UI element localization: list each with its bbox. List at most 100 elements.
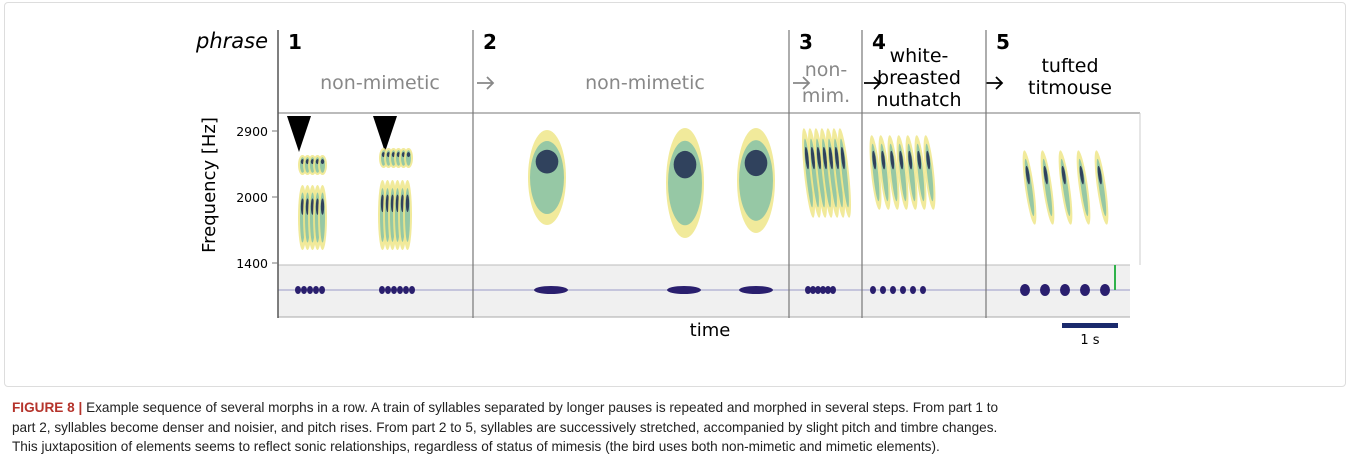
- waveform-pulse: [295, 286, 301, 294]
- syllable-core: [744, 149, 768, 177]
- waveform-pulse: [920, 286, 926, 294]
- y-axis-label: Frequency [Hz]: [199, 117, 220, 253]
- waveform-pulse: [810, 286, 816, 294]
- syllable-core: [822, 146, 827, 170]
- waveform-pulse: [397, 286, 403, 294]
- phrase-number: 1: [288, 30, 302, 54]
- y-tick-label: 2900: [236, 124, 268, 139]
- phrase-label: nuthatch: [876, 89, 961, 111]
- syllable-core: [1025, 165, 1030, 185]
- phrase-label: breasted: [877, 67, 961, 89]
- syllable: [808, 128, 821, 218]
- marker: [373, 116, 397, 152]
- caption: FIGURE 8 | Example sequence of several m…: [12, 398, 1347, 457]
- syllable: [404, 148, 413, 168]
- syllable: [923, 135, 936, 210]
- syllable: [1058, 150, 1073, 225]
- phrase-label: non-: [805, 59, 848, 81]
- syllable-core: [908, 150, 913, 170]
- caption-label: FIGURE 8 |: [12, 400, 83, 415]
- waveform-pulse: [739, 286, 773, 294]
- marker: [287, 116, 311, 152]
- caption-line: FIGURE 8 | Example sequence of several m…: [12, 398, 1347, 418]
- waveform-pulse: [1020, 284, 1030, 296]
- syllable: [826, 128, 839, 218]
- syllable-core: [406, 152, 411, 158]
- syllable: [1022, 150, 1037, 225]
- phrase-label: tufted: [1041, 55, 1098, 77]
- waveform-pulse: [307, 286, 313, 294]
- syllable: [814, 128, 827, 218]
- syllable: [905, 135, 918, 210]
- y-tick-label: 2000: [236, 190, 268, 205]
- syllable-core: [816, 146, 821, 170]
- syllable: [737, 128, 775, 233]
- arrow: [986, 76, 1004, 90]
- syllable-core: [1079, 165, 1084, 185]
- arrow: [477, 76, 495, 90]
- syllable: [528, 130, 566, 225]
- figure-frame: [4, 2, 1346, 387]
- caption-text: This juxtaposition of elements seems to …: [12, 439, 940, 454]
- syllable-core: [320, 198, 325, 215]
- waveform-pulse: [667, 286, 701, 294]
- waveform-pulse: [409, 286, 415, 294]
- waveform-pulse: [379, 286, 385, 294]
- waveform-pulse: [403, 286, 409, 294]
- waveform-pulse: [890, 286, 896, 294]
- syllable-core: [1043, 165, 1048, 185]
- syllable: [1040, 150, 1055, 225]
- arrow: [864, 76, 882, 90]
- waveform-pulse: [385, 286, 391, 294]
- syllable: [666, 128, 704, 238]
- syllable: [820, 128, 833, 218]
- waveform-pulse: [1100, 284, 1110, 296]
- syllable: [832, 128, 845, 218]
- waveform-pulse: [825, 286, 831, 294]
- syllable: [1076, 150, 1091, 225]
- phrase-label: non-mimetic: [320, 72, 440, 94]
- figure: phrase Frequency [Hz] time 1 s 1 non-mime…: [195, 29, 1141, 348]
- syllable-core: [1097, 165, 1102, 185]
- syllable: [1094, 150, 1109, 225]
- syllable-core: [890, 150, 895, 170]
- waveform-pulse: [805, 286, 811, 294]
- waveform-pulse: [910, 286, 916, 294]
- row-label: phrase: [195, 29, 268, 53]
- syllable: [802, 128, 815, 218]
- syllable-core: [1061, 165, 1066, 185]
- syllable-core: [834, 146, 839, 170]
- syllable-core: [320, 159, 325, 165]
- syllable-core: [917, 150, 922, 170]
- syllable: [318, 155, 327, 175]
- caption-line: This juxtaposition of elements seems to …: [12, 437, 1347, 457]
- syllable: [869, 135, 882, 210]
- syllable-core: [840, 146, 845, 170]
- syllable-core: [881, 150, 886, 170]
- caption-line: part 2, syllables become denser and nois…: [12, 418, 1347, 438]
- waveform-pulse: [391, 286, 397, 294]
- syllable: [878, 135, 891, 210]
- phrase-label: white-: [890, 45, 949, 67]
- syllable-core: [926, 150, 931, 170]
- phrase-number: 4: [872, 30, 886, 54]
- waveform-pulse: [301, 286, 307, 294]
- phrase-label: mim.: [802, 85, 850, 107]
- caption-text: Example sequence of several morphs in a …: [86, 400, 999, 415]
- phrase-label: non-mimetic: [585, 72, 705, 94]
- waveform-pulse: [1080, 284, 1090, 296]
- waveform-pulse: [820, 286, 826, 294]
- waveform-pulse: [815, 286, 821, 294]
- syllable: [887, 135, 900, 210]
- waveform-pulse: [1060, 284, 1070, 296]
- phrase-label: titmouse: [1028, 77, 1112, 99]
- y-tick-label: 1400: [236, 256, 268, 271]
- waveform-pulse: [534, 286, 568, 294]
- phrase-number: 2: [483, 30, 497, 54]
- caption-text: part 2, syllables become denser and nois…: [12, 419, 998, 435]
- syllable: [914, 135, 927, 210]
- syllable-core: [899, 150, 904, 170]
- waveform-pulse: [1040, 284, 1050, 296]
- syllable-core: [535, 149, 559, 174]
